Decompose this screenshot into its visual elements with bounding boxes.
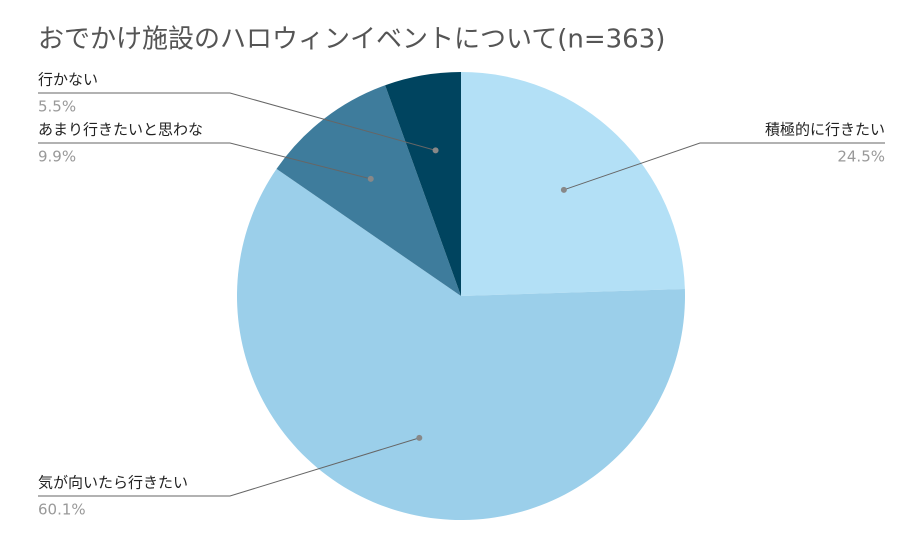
leader-dot [560, 186, 567, 193]
leader-line [563, 142, 885, 191]
leader-dot [416, 434, 423, 441]
slice-name: 行かない [38, 71, 98, 89]
slice-name: あまり行きたいと思わな [38, 121, 203, 139]
slice-value-label: 60.1% [38, 501, 86, 519]
leader-dot [432, 147, 439, 154]
slice-name: 気が向いたら行きたい [38, 474, 188, 492]
pie-slice [236, 168, 686, 520]
slice-value-label: 24.5% [837, 148, 885, 166]
leader-line [38, 92, 436, 151]
chart-title: おでかけ施設のハロウィンイベントについて(n=363) [38, 25, 665, 55]
pie-slice [385, 72, 461, 296]
slice-value-label: 9.9% [38, 148, 76, 166]
slice-value-label: 5.5% [38, 98, 76, 116]
pie-slice [461, 72, 685, 296]
leader-line [38, 142, 371, 180]
leader-dot [367, 175, 374, 182]
slice-name: 積極的に行きたい [765, 121, 885, 139]
pie-slice [276, 85, 461, 296]
leader-line [38, 437, 420, 497]
